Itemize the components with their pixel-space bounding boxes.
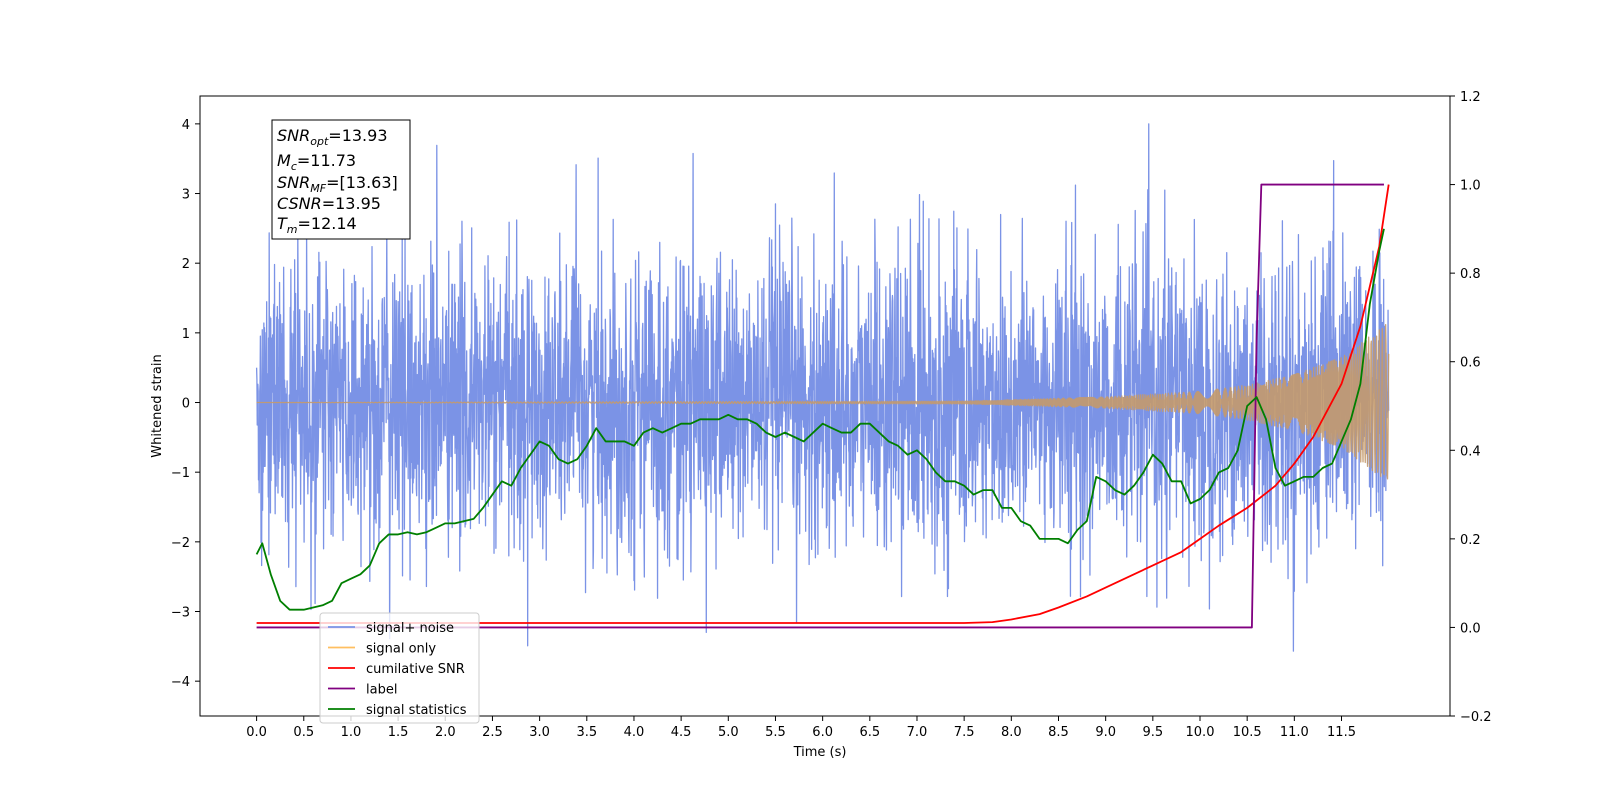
series-line-signal-noise [255, 123, 1390, 652]
x-tick-label: 11.0 [1280, 725, 1309, 740]
legend-label: signal only [366, 642, 436, 657]
y-right-tick-label: 0.8 [1460, 267, 1481, 282]
y-right-tick-label: 0.0 [1460, 621, 1481, 636]
series-line-label [256, 183, 1384, 629]
x-tick-label: 1.0 [341, 725, 362, 740]
annotation-csnr: CSNR=13.95 [277, 194, 381, 213]
x-tick-label: 0.0 [246, 725, 267, 740]
x-tick-label: 6.5 [859, 725, 880, 740]
x-tick-label: 11.5 [1327, 725, 1356, 740]
y-left-axis-ticks: 4 3 2 1 0 −1 −2 −3 −4 [171, 118, 200, 690]
x-tick-label: 9.5 [1142, 725, 1163, 740]
y-right-tick-label: 1.0 [1460, 179, 1481, 194]
x-tick-label: 4.5 [671, 725, 692, 740]
y-right-tick-label: 0.6 [1460, 356, 1481, 371]
x-tick-label: 3.0 [529, 725, 550, 740]
x-tick-label: 10.0 [1186, 725, 1215, 740]
x-tick-label: 1.5 [388, 725, 409, 740]
series-line-signal-only [256, 324, 1390, 480]
x-tick-label: 2.0 [435, 725, 456, 740]
x-tick-label: 3.5 [576, 725, 597, 740]
x-tick-label: 10.5 [1233, 725, 1262, 740]
legend-label: signal+ noise [366, 621, 454, 636]
y-right-axis-ticks: 1.2 1.0 0.8 0.6 0.4 0.2 0.0 −0.2 [1450, 90, 1492, 725]
x-tick-label: 8.0 [1001, 725, 1022, 740]
x-tick-label: 4.0 [624, 725, 645, 740]
y-left-tick-label: 2 [182, 257, 190, 272]
series-line-cumilative-snr [256, 184, 1390, 624]
x-tick-label: 2.5 [482, 725, 503, 740]
y-left-tick-label: −1 [171, 466, 190, 481]
annotation-box: SNRopt=13.93 Mc=11.73 SNRMF=[13.63] CSNR… [271, 119, 411, 240]
x-tick-label: 5.5 [765, 725, 786, 740]
y-right-tick-label: 0.2 [1460, 533, 1481, 548]
y-left-tick-label: 0 [182, 397, 190, 412]
legend: signal+ noise signal only cumilative SNR la… [319, 612, 480, 724]
y-left-tick-label: 1 [182, 327, 190, 342]
y-left-tick-label: 4 [182, 118, 190, 133]
x-tick-label: 7.5 [954, 725, 975, 740]
annotation-snr-mf: SNRMF=[13.63] [277, 173, 398, 195]
y-right-tick-label: 0.4 [1460, 444, 1481, 459]
plot-area [199, 95, 1451, 717]
x-tick-label: 9.0 [1095, 725, 1116, 740]
annotation-snr-opt: SNRopt=13.93 [277, 126, 388, 148]
y-left-tick-label: −4 [171, 675, 190, 690]
annotation-tm: Tm=12.14 [277, 214, 357, 236]
x-tick-label: 5.0 [718, 725, 739, 740]
series-line-signal-statistics [255, 228, 1385, 611]
y-right-tick-label: −0.2 [1460, 710, 1492, 725]
annotation-frame [271, 119, 411, 240]
y-left-tick-label: −2 [171, 536, 190, 551]
y-right-tick-label: 1.2 [1460, 90, 1481, 105]
annotation-mc: Mc=11.73 [277, 151, 356, 173]
x-axis-ticks: 0.0 0.5 1.0 1.5 2.0 2.5 3.0 3.5 4.0 4.5 5.0 5.5 6.0 6… [246, 716, 1356, 740]
y-left-tick-label: −3 [171, 606, 190, 621]
x-axis-label: Time (s) [793, 745, 847, 760]
x-tick-label: 0.5 [293, 725, 314, 740]
legend-label: cumilative SNR [366, 662, 465, 677]
axes-frame [199, 95, 1451, 717]
legend-label: signal statistics [366, 703, 467, 718]
y-axis-label: Whitened strain [150, 354, 165, 457]
legend-frame [319, 612, 480, 724]
x-tick-label: 8.5 [1048, 725, 1069, 740]
x-tick-label: 7.0 [907, 725, 928, 740]
series-layer [255, 123, 1390, 652]
legend-label: label [366, 683, 397, 698]
y-left-tick-label: 3 [182, 188, 190, 203]
x-tick-label: 6.0 [812, 725, 833, 740]
